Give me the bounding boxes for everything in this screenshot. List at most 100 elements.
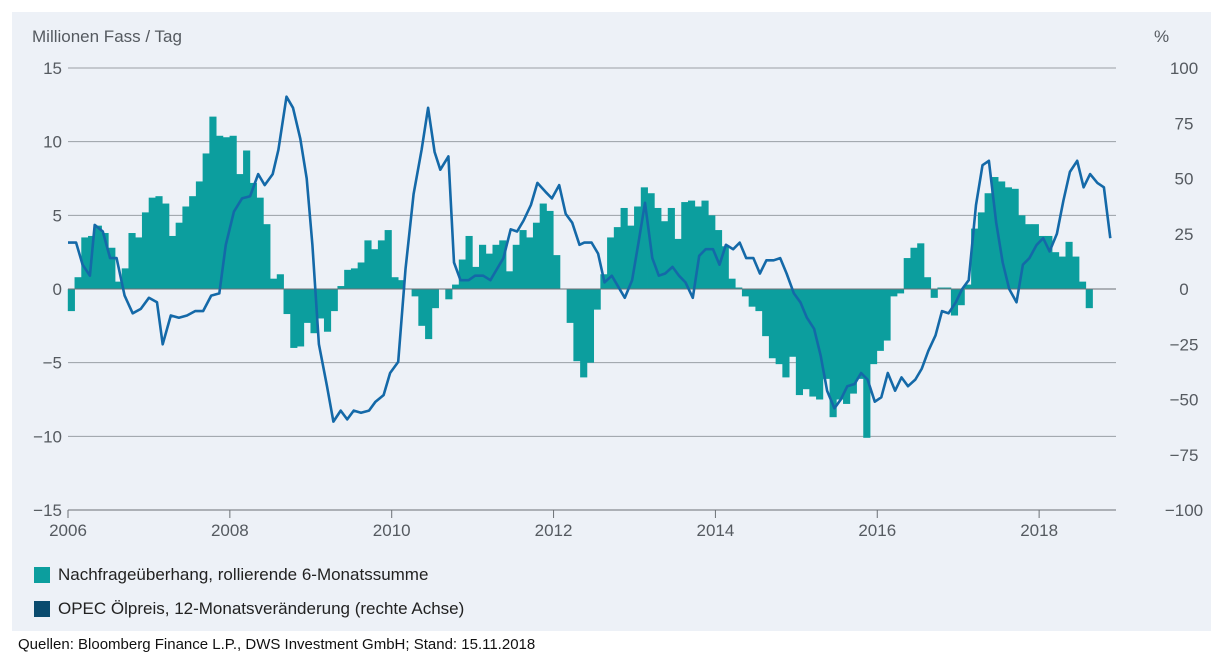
bar [903,258,911,289]
left-tick-label: 0 [53,280,62,299]
bar [189,196,197,289]
bar [944,287,952,289]
bar [795,289,803,396]
bar [553,255,561,289]
bar [674,238,682,289]
right-axis-unit-label: % [1154,27,1170,46]
bar [856,289,864,379]
bar [539,203,547,289]
bar [964,284,972,289]
bar [458,259,466,289]
bar [94,225,102,289]
bar [809,289,817,397]
bar [135,237,143,289]
x-tick-label: 2008 [211,521,249,540]
chart-panel: Millionen Fass / Tag % 15 10 5 0 −5 −10 −15 100… [12,12,1211,631]
bar [465,235,473,289]
bar [930,289,938,298]
bar [1078,281,1087,289]
bar [1018,215,1026,289]
bar [243,150,251,289]
bar [445,289,453,300]
bar [843,289,851,404]
bar [836,289,844,400]
left-axis-unit-label: Millionen Fass / Tag [32,27,182,46]
bar [1072,256,1080,289]
x-tick-label: 2016 [858,521,896,540]
bar [883,289,891,341]
legend-label-bars: Nachfrageüberhang, rollierende 6-Monatss… [58,565,429,584]
bar [546,210,554,289]
legend-swatch-line [34,601,50,617]
bar [896,289,905,294]
bar [991,177,999,289]
bar [182,206,190,289]
bar [377,240,386,289]
bar [168,235,177,289]
x-tick-label: 2010 [373,521,411,540]
bar [141,212,150,289]
bar [344,269,352,289]
bar [566,289,574,323]
bar [890,289,898,297]
bar [580,289,588,378]
bar [910,247,918,289]
bar [108,247,116,289]
bar [425,289,433,340]
bar [519,230,527,289]
x-tick-label: 2012 [535,521,573,540]
bar [317,289,325,319]
bar [687,200,696,289]
bar [290,289,298,348]
left-tick-label: −5 [43,354,62,373]
bar [667,207,675,289]
bar [748,289,756,307]
bar [216,135,224,289]
bar [121,268,129,289]
oil-price-line [68,95,1112,423]
bar [1004,187,1012,289]
bar [526,237,534,289]
bar [337,286,345,289]
right-tick-label: 100 [1170,59,1198,78]
bar [640,187,648,289]
bar [593,289,601,310]
right-tick-label: −25 [1170,335,1199,354]
bar [303,289,311,323]
legend-item-bars: Nachfrageüberhang, rollierende 6-Monatss… [34,564,428,586]
bar [586,289,595,363]
bar [310,289,318,334]
legend-label-line: OPEC Ölpreis, 12-Monatsveränderung (rech… [58,599,465,618]
bar [782,289,790,378]
bar [330,289,338,312]
bar [1038,235,1046,289]
bar [249,182,257,289]
bar [971,228,979,289]
left-tick-label: −10 [33,427,62,446]
bar [870,289,878,365]
bar [998,181,1006,289]
bar [263,224,271,289]
bar [148,197,156,289]
bar [1058,256,1066,289]
axis-labels: 151050−5−10−151007550250−25−50−75−100200… [33,59,1203,540]
bar [661,221,669,289]
bar [431,289,439,309]
bar [728,278,736,289]
bar [1031,224,1039,289]
bar [1085,289,1093,309]
right-tick-label: −75 [1170,446,1199,465]
bar [681,202,689,289]
bar [418,289,426,326]
bar [694,206,702,289]
left-tick-label: −15 [33,501,62,520]
bar [1052,252,1060,289]
bar [479,244,487,289]
x-tick-label: 2006 [49,521,87,540]
right-tick-label: 75 [1175,114,1194,133]
legend-swatch-bars [34,567,50,583]
bar [162,203,170,289]
x-tick-label: 2018 [1020,521,1058,540]
bar [114,281,123,289]
bar [957,289,965,306]
